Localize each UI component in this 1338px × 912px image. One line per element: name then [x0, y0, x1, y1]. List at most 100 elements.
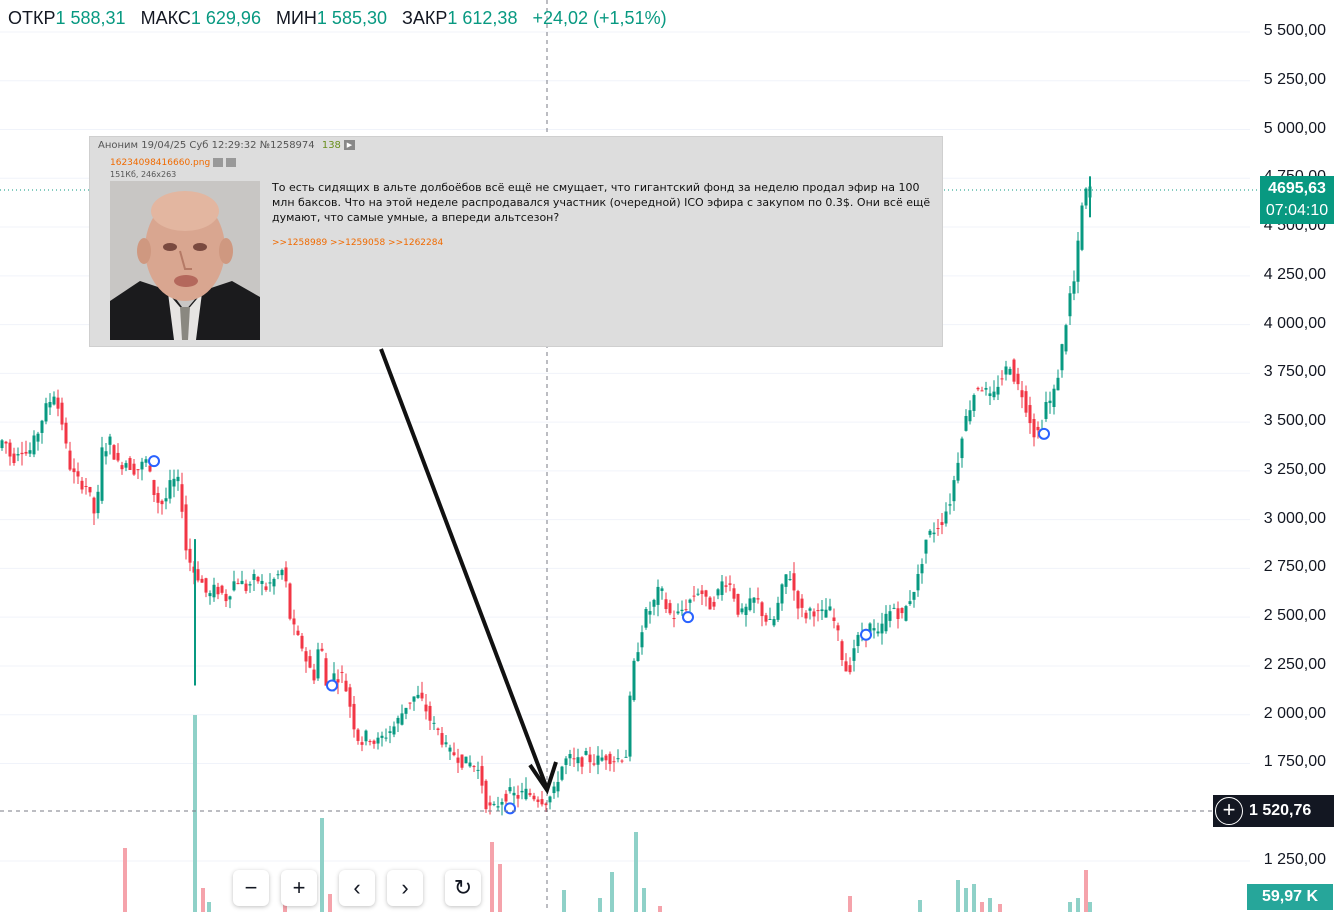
- file-name[interactable]: 16234098416660.png: [110, 158, 211, 168]
- candle-body: [788, 579, 792, 581]
- low-value: 1 585,30: [316, 8, 387, 28]
- crosshair-price-tag[interactable]: + 1 520,76: [1213, 795, 1334, 827]
- download-icon[interactable]: [226, 158, 237, 167]
- candle: [852, 639, 856, 672]
- candle-body: [228, 596, 232, 600]
- candle: [388, 725, 392, 744]
- candle-body: [872, 628, 876, 631]
- candle: [776, 596, 780, 623]
- candle-body: [124, 463, 128, 468]
- candle: [284, 561, 288, 588]
- candle: [480, 755, 484, 794]
- post-number[interactable]: №1258974: [259, 140, 315, 151]
- candle: [144, 456, 148, 467]
- candle: [828, 598, 832, 612]
- candle-body: [972, 395, 976, 411]
- candle-body: [636, 652, 640, 661]
- candle-body: [688, 599, 692, 603]
- candle: [260, 574, 264, 596]
- reset-icon[interactable]: ↻: [445, 870, 481, 906]
- candle-body: [268, 582, 272, 584]
- candle-body: [208, 593, 212, 597]
- volume-bar: [980, 902, 984, 912]
- candle-body: [676, 611, 680, 614]
- candle: [892, 603, 896, 610]
- candle: [1060, 343, 1064, 378]
- candle: [280, 568, 284, 580]
- candle-body: [616, 758, 620, 760]
- candle: [404, 707, 408, 720]
- candle: [692, 585, 696, 602]
- candle-body: [900, 608, 904, 614]
- candle: [60, 397, 64, 431]
- candle: [696, 588, 700, 596]
- post-thumbnail[interactable]: [110, 181, 260, 340]
- candle-body: [564, 758, 568, 765]
- candle-body: [708, 597, 712, 610]
- candle: [156, 486, 160, 514]
- candle-body: [204, 578, 208, 593]
- last-price-tag: 4695,63 07:04:10: [1260, 176, 1334, 224]
- candle-body: [848, 665, 852, 673]
- candle: [1008, 366, 1012, 376]
- candle-body: [400, 713, 404, 725]
- candle-body: [340, 672, 344, 674]
- candle: [12, 447, 16, 466]
- candle-body: [160, 500, 164, 505]
- candle-body: [876, 631, 880, 634]
- zoom-out-button[interactable]: −: [233, 870, 269, 906]
- candle-body: [752, 597, 756, 603]
- candle: [1052, 384, 1056, 415]
- candle-body: [260, 580, 264, 584]
- candle: [272, 577, 276, 595]
- candle: [356, 728, 360, 745]
- candle-body: [580, 757, 584, 767]
- candle: [616, 749, 620, 763]
- candle-body: [468, 762, 472, 767]
- candle: [1024, 385, 1028, 417]
- candle-body: [884, 613, 888, 632]
- event-marker: [148, 455, 160, 468]
- candle: [460, 754, 464, 770]
- post-file-link[interactable]: 16234098416660.png: [110, 158, 237, 168]
- candle-body: [32, 435, 36, 455]
- candle-body: [492, 803, 496, 805]
- candle-body: [224, 593, 228, 602]
- candle-body: [460, 754, 464, 768]
- candle-body: [44, 403, 48, 422]
- candle: [652, 598, 656, 616]
- candle: [516, 785, 520, 808]
- candle-body: [296, 630, 300, 635]
- candle-body: [504, 793, 508, 802]
- candle-body: [568, 754, 572, 759]
- candle-body: [764, 615, 768, 622]
- search-icon[interactable]: [213, 158, 224, 167]
- candle-body: [112, 445, 116, 460]
- candle-body: [508, 787, 512, 792]
- candle-body: [1044, 401, 1048, 419]
- candle: [440, 726, 444, 748]
- crosshair-plus-icon[interactable]: +: [1215, 797, 1243, 825]
- zoom-in-button[interactable]: +: [281, 870, 317, 906]
- candle-body: [396, 717, 400, 724]
- scroll-right-button[interactable]: ›: [387, 870, 423, 906]
- candle: [276, 570, 280, 580]
- candle: [204, 577, 208, 598]
- candle-body: [868, 623, 872, 633]
- candle-body: [652, 599, 656, 607]
- candle: [340, 665, 344, 683]
- play-icon[interactable]: ▶: [343, 140, 355, 150]
- candle-body: [4, 441, 8, 444]
- post-replies[interactable]: >>1258989 >>1259058 >>1262284: [272, 238, 444, 248]
- candle: [572, 747, 576, 768]
- scroll-left-button[interactable]: ‹: [339, 870, 375, 906]
- candle: [704, 589, 708, 607]
- candle-body: [380, 735, 384, 738]
- candle: [820, 599, 824, 621]
- candle: [1084, 187, 1088, 209]
- candle: [140, 457, 144, 481]
- candle: [748, 587, 752, 612]
- candle: [960, 436, 964, 468]
- candle-body: [800, 598, 804, 608]
- candle-body: [584, 751, 588, 755]
